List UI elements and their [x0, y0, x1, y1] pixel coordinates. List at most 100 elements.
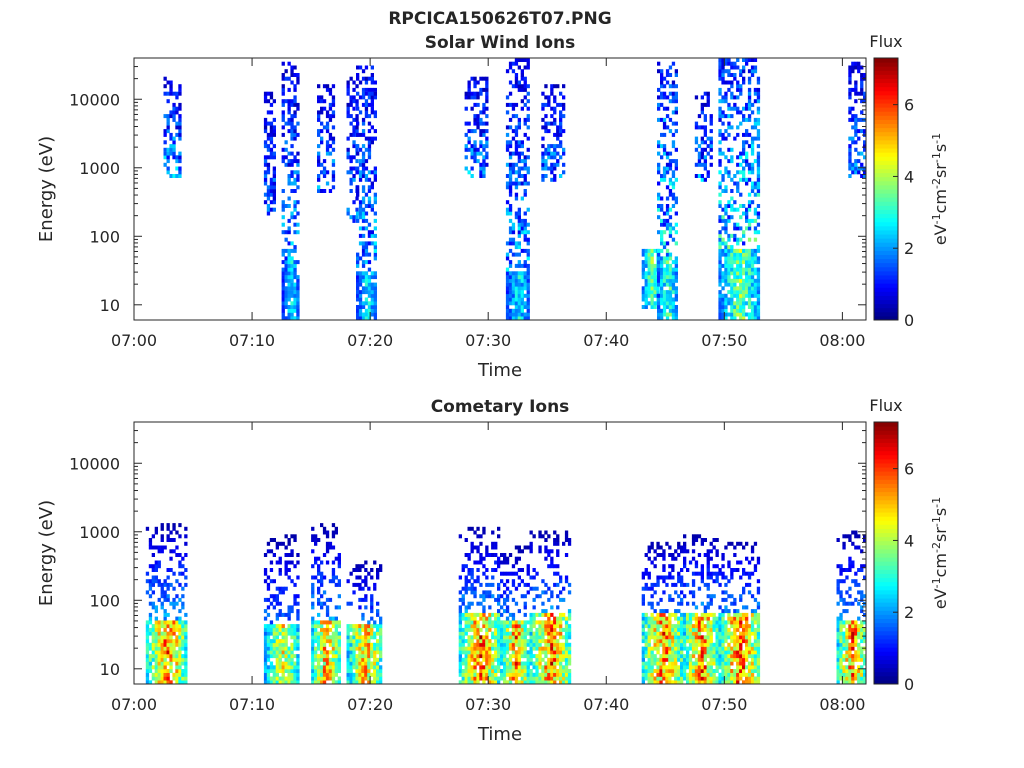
heatmap-cell	[163, 676, 167, 681]
heatmap-cell	[848, 110, 852, 115]
heatmap-cell	[657, 316, 661, 321]
heatmap-cell	[178, 102, 182, 107]
heatmap-cell	[479, 635, 483, 640]
heatmap-cell	[467, 650, 471, 655]
heatmap-cell	[641, 627, 645, 632]
heatmap-cell	[505, 278, 510, 283]
heatmap-cell	[349, 601, 353, 606]
heatmap-cell	[263, 170, 268, 175]
heatmap-cell	[508, 308, 513, 313]
heatmap-cell	[644, 624, 648, 629]
heatmap-cell	[718, 73, 722, 77]
heatmap-cell	[325, 631, 330, 636]
heatmap-cell	[706, 646, 710, 651]
heatmap-cell	[145, 642, 150, 647]
heatmap-cell	[547, 597, 551, 602]
heatmap-cell	[650, 627, 654, 632]
heatmap-cell	[473, 129, 477, 134]
heatmap-cell	[562, 147, 566, 152]
heatmap-cell	[520, 301, 524, 306]
heatmap-cell	[671, 185, 676, 190]
heatmap-cell	[756, 174, 761, 178]
heatmap-cell	[284, 627, 288, 632]
heatmap-cell	[497, 680, 501, 685]
heatmap-cell	[272, 189, 276, 193]
heatmap-cell	[157, 560, 161, 565]
heatmap-cell	[736, 237, 740, 242]
heatmap-cell	[317, 185, 321, 190]
heatmap-cell	[494, 680, 498, 685]
heatmap-cell	[494, 650, 498, 655]
heatmap-cell	[263, 676, 268, 681]
heatmap-cell	[730, 91, 734, 96]
heatmap-cell	[370, 642, 374, 647]
heatmap-cell	[358, 293, 363, 298]
heatmap-cell	[346, 155, 350, 160]
heatmap-cell	[287, 174, 291, 178]
heatmap-cell	[742, 271, 746, 276]
heatmap-cell	[352, 95, 356, 100]
heatmap-cell	[317, 657, 321, 662]
heatmap-cell	[665, 207, 670, 212]
heatmap-cell	[284, 612, 288, 617]
heatmap-cell	[677, 650, 681, 655]
heatmap-cell	[148, 564, 153, 569]
heatmap-cell	[373, 136, 377, 141]
heatmap-cell	[668, 189, 673, 193]
heatmap-cell	[322, 159, 327, 164]
heatmap-cell	[641, 680, 645, 685]
heatmap-cell	[464, 612, 468, 617]
heatmap-cell	[665, 248, 670, 253]
heatmap-cell	[736, 267, 740, 272]
heatmap-cell	[266, 132, 271, 137]
heatmap-cell	[665, 669, 669, 673]
heatmap-cell	[169, 624, 173, 629]
heatmap-cell	[662, 260, 667, 265]
heatmap-cell	[520, 151, 524, 156]
heatmap-cell	[564, 627, 569, 632]
heatmap-cell	[660, 248, 664, 253]
heatmap-cell	[482, 166, 486, 171]
heatmap-cell	[278, 654, 282, 659]
heatmap-cell	[532, 624, 536, 629]
heatmap-cell	[523, 627, 527, 632]
heatmap-cell	[281, 286, 285, 291]
heatmap-cell	[370, 609, 374, 614]
heatmap-cell	[511, 106, 516, 111]
heatmap-cell	[175, 627, 179, 632]
heatmap-cell	[361, 117, 366, 122]
heatmap-cell	[668, 650, 672, 655]
heatmap-cell	[364, 605, 368, 610]
heatmap-cell	[178, 166, 182, 171]
heatmap-cell	[376, 631, 380, 636]
heatmap-cell	[564, 650, 569, 655]
heatmap-cell	[657, 204, 661, 208]
heatmap-cell	[650, 676, 654, 681]
heatmap-cell	[511, 114, 516, 119]
heatmap-cell	[503, 680, 507, 685]
heatmap-cell	[287, 204, 291, 208]
heatmap-cell	[747, 207, 752, 212]
heatmap-cell	[367, 170, 372, 175]
heatmap-cell	[718, 271, 722, 276]
heatmap-cell	[373, 661, 377, 666]
heatmap-cell	[272, 672, 276, 677]
heatmap-cell	[753, 290, 758, 295]
heatmap-cell	[508, 263, 513, 268]
heatmap-cell	[514, 316, 519, 321]
heatmap-cell	[331, 147, 336, 152]
heatmap-cell	[718, 65, 722, 70]
heatmap-cell	[503, 676, 507, 681]
heatmap-cell	[373, 252, 377, 257]
heatmap-cell	[497, 665, 501, 670]
heatmap-cell	[464, 590, 468, 595]
heatmap-cell	[461, 650, 465, 655]
heatmap-cell	[497, 650, 501, 655]
heatmap-cell	[526, 650, 530, 655]
heatmap-cell	[272, 654, 276, 659]
heatmap-cell	[482, 624, 486, 629]
heatmap-cell	[181, 601, 185, 606]
heatmap-cell	[656, 616, 660, 621]
heatmap-cell	[656, 650, 660, 655]
heatmap-cell	[863, 95, 867, 100]
